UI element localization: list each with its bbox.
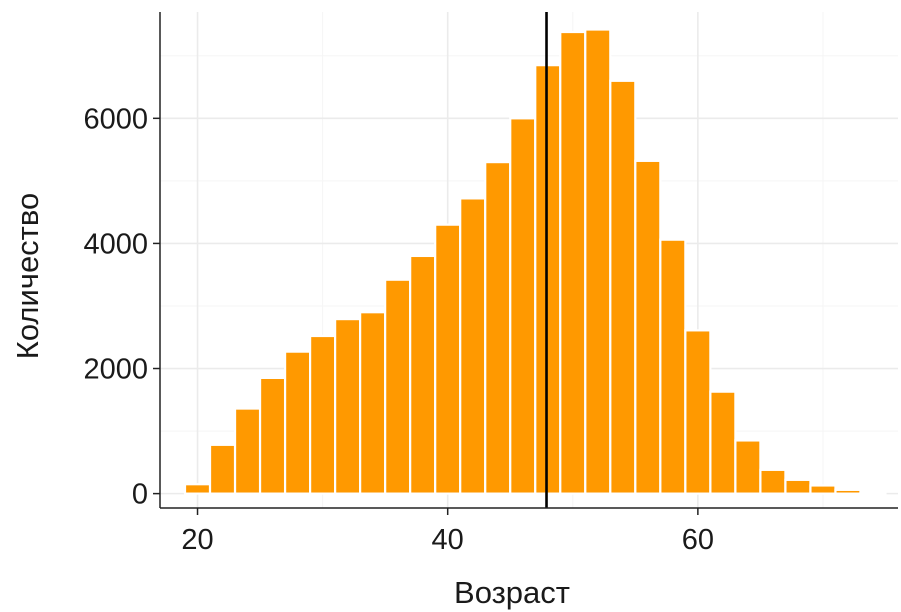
histogram-bar [559,30,587,495]
y-tick-label: 0 [132,479,148,511]
histogram-bar [809,484,837,495]
histogram-bar [509,117,537,495]
y-tick-label: 2000 [83,354,148,386]
x-tick-label: 60 [682,524,714,556]
histogram-bar [859,491,887,495]
histogram-bar [634,159,662,495]
histogram-bar [258,376,287,495]
histogram-bar [359,311,387,495]
histogram-bar [484,161,512,495]
y-tick-label: 4000 [83,228,148,260]
histogram-bar [834,488,862,495]
histogram-bar [283,350,312,495]
y-axis-title: Количество [10,193,45,359]
histogram-bar [784,478,812,495]
histogram-bar [759,468,787,495]
axes [159,12,898,509]
histogram-bar [659,238,687,495]
histogram-bar [208,443,237,495]
y-tick-label: 6000 [83,103,148,135]
histogram-bar [233,407,262,495]
histogram-bar [459,197,487,495]
histogram-bar [334,318,362,495]
histogram-bar [684,329,712,495]
histogram-bar [434,223,462,495]
histogram-bar [584,28,612,495]
axis-ticks: 20 40 60 0 2000 4000 6000 [83,103,714,556]
histogram-bar [309,334,337,495]
histogram-bar [409,254,437,495]
x-tick-label: 40 [432,524,464,556]
histogram-bar [183,483,212,495]
x-axis-title: Возраст [454,575,570,610]
histogram-bar [734,439,762,495]
histogram-bar [709,390,737,495]
x-tick-label: 20 [181,524,213,556]
histogram-bar [384,278,412,495]
histogram-bar [609,79,637,495]
histogram-bars [183,28,887,495]
